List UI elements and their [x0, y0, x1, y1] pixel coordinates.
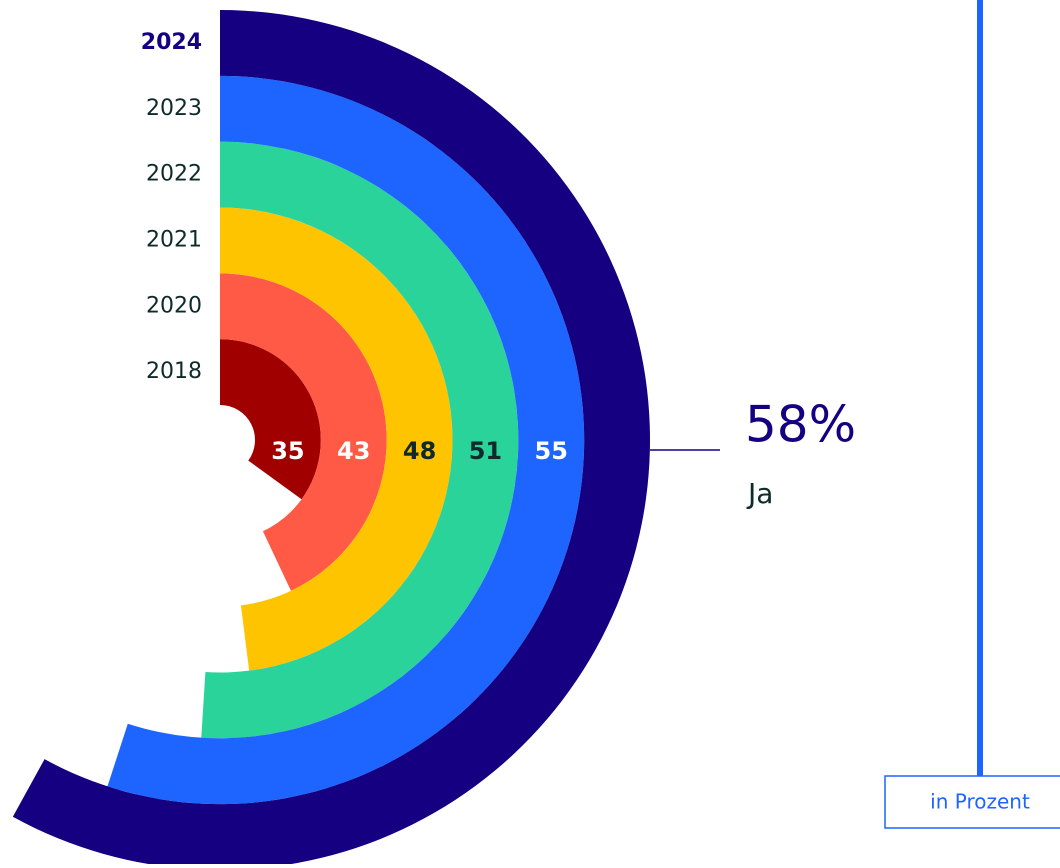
category-label: 2022	[146, 162, 202, 187]
value-label: 58%	[745, 396, 856, 454]
ring-bar	[220, 207, 453, 671]
annotation: Ja	[746, 477, 773, 510]
category-label: 2024	[141, 30, 202, 55]
category-label: 2023	[146, 96, 202, 121]
note-box	[884, 775, 1060, 829]
value-label: 43	[337, 437, 370, 465]
ring-bar	[220, 339, 321, 500]
value-label: 51	[469, 437, 502, 465]
ring-bar	[107, 75, 585, 805]
category-label: 2020	[146, 293, 202, 318]
value-label: 48	[403, 437, 436, 465]
value-label: 55	[535, 437, 568, 465]
value-label: 35	[271, 437, 304, 465]
ring-bar	[12, 10, 650, 868]
category-label: 2021	[146, 227, 202, 252]
note: in Prozent	[930, 790, 1030, 814]
ring-bar	[201, 141, 519, 739]
category-label: 2018	[146, 359, 202, 384]
ring-bar	[220, 273, 387, 591]
